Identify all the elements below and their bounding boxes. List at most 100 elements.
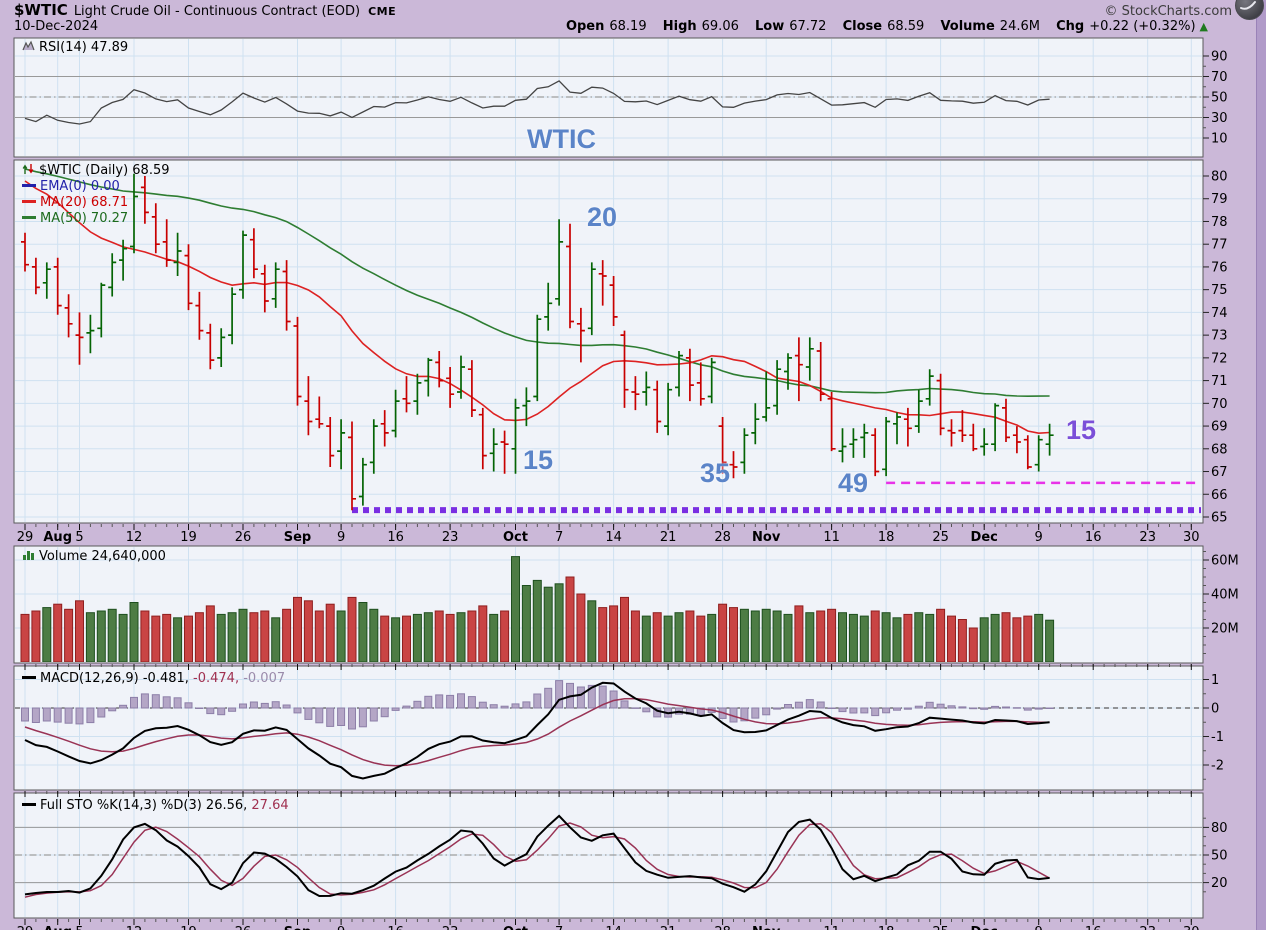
- macd-line-swatch: [22, 676, 36, 679]
- svg-text:20: 20: [1211, 876, 1228, 891]
- svg-text:9: 9: [337, 530, 345, 545]
- quote-summary: Open 68.19 High 69.06 Low 67.72 Close 68.59 …: [566, 19, 1208, 34]
- macd-series: [21, 680, 1054, 780]
- svg-text:19: 19: [180, 925, 197, 930]
- svg-text:14: 14: [605, 925, 622, 930]
- svg-text:12: 12: [126, 530, 143, 545]
- svg-text:68: 68: [1211, 442, 1228, 457]
- svg-text:16: 16: [1085, 925, 1102, 930]
- macd-legend-label: MACD(12,26,9) -0.481,: [40, 671, 189, 686]
- svg-text:90: 90: [1211, 50, 1228, 65]
- open-label: Open: [565, 19, 605, 34]
- svg-text:75: 75: [1211, 283, 1228, 298]
- svg-text:26: 26: [235, 925, 252, 930]
- svg-text:26: 26: [235, 530, 252, 545]
- svg-text:9: 9: [337, 925, 345, 930]
- svg-text:79: 79: [1211, 192, 1228, 207]
- svg-text:20M: 20M: [1211, 622, 1239, 637]
- svg-text:70: 70: [1211, 70, 1228, 85]
- macd-signal-value: -0.474,: [188, 671, 240, 686]
- svg-text:76: 76: [1211, 260, 1228, 275]
- svg-text:14: 14: [605, 530, 622, 545]
- price-updown-arrows-icon: [22, 164, 34, 174]
- support-lines: [352, 481, 1201, 514]
- ma20-line-swatch: [22, 200, 36, 203]
- svg-text:16: 16: [387, 925, 404, 930]
- price-bars: [21, 173, 1054, 511]
- rsi-legend-label: RSI(14) 47.89: [39, 40, 129, 55]
- volume-legend-label: Volume 24,640,000: [39, 549, 166, 564]
- svg-text:Nov: Nov: [752, 530, 781, 545]
- panel-backgrounds: [14, 38, 1203, 918]
- chart-annotation: 15: [1066, 415, 1097, 445]
- svg-text:5: 5: [75, 530, 83, 545]
- volume-bars: [20, 556, 1055, 662]
- high-label: High: [662, 19, 697, 34]
- svg-text:25: 25: [932, 925, 949, 930]
- axes: 8079787776757473727170696867666590705030…: [17, 50, 1239, 930]
- svg-text:30: 30: [1183, 530, 1200, 545]
- svg-text:11: 11: [823, 530, 840, 545]
- svg-text:Dec: Dec: [971, 925, 998, 930]
- svg-text:Nov: Nov: [752, 925, 781, 930]
- sto-line-swatch: [22, 803, 36, 806]
- svg-text:1: 1: [1211, 673, 1219, 688]
- macd-signal-line: [24, 697, 1050, 767]
- chart-annotation: WTIC: [527, 124, 596, 154]
- svg-text:78: 78: [1211, 215, 1228, 230]
- exchange-label: CME: [368, 5, 397, 18]
- chg-value: +0.22 (+0.32%): [1089, 19, 1196, 34]
- volume-value: 24.6M: [999, 19, 1040, 34]
- sto-d-value: 27.64: [247, 798, 289, 813]
- svg-text:70: 70: [1211, 397, 1228, 412]
- ma50-line-swatch: [22, 216, 36, 219]
- macd-legend: MACD(12,26,9) -0.481, -0.474, -0.007: [22, 671, 285, 687]
- close-value: 68.59: [887, 19, 925, 34]
- chg-up-arrow-icon: ▲: [1199, 20, 1208, 33]
- svg-text:73: 73: [1211, 329, 1228, 344]
- macd-hist-value: -0.007: [239, 671, 286, 686]
- svg-text:Oct: Oct: [503, 925, 528, 930]
- open-value: 68.19: [609, 19, 647, 34]
- svg-text:21: 21: [660, 530, 677, 545]
- ema-legend-row: EMA(0) 0.00: [22, 179, 170, 195]
- svg-text:67: 67: [1211, 465, 1228, 480]
- svg-text:71: 71: [1211, 374, 1228, 389]
- svg-text:-2: -2: [1211, 759, 1224, 774]
- high-value: 69.06: [701, 19, 739, 34]
- svg-text:74: 74: [1211, 306, 1228, 321]
- chart-header-row2: 10-Dec-2024 Open 68.19 High 69.06 Low 67.72…: [14, 19, 1208, 34]
- svg-text:5: 5: [75, 925, 83, 930]
- svg-text:Aug: Aug: [43, 925, 72, 930]
- svg-text:65: 65: [1211, 510, 1228, 525]
- price-legend: $WTIC (Daily) 68.59 EMA(0) 0.00 MA(20) 6…: [22, 163, 170, 227]
- price-legend-title: $WTIC (Daily) 68.59: [39, 163, 170, 178]
- svg-text:Dec: Dec: [971, 530, 998, 545]
- sto-d-line: [24, 822, 1050, 898]
- ema-legend-label: EMA(0) 0.00: [40, 179, 120, 194]
- rsi-legend: RSI(14) 47.89: [22, 40, 128, 56]
- svg-text:69: 69: [1211, 420, 1228, 435]
- svg-text:40M: 40M: [1211, 588, 1239, 603]
- ema-line-swatch: [22, 184, 36, 187]
- macd-line: [24, 681, 1050, 780]
- stockcharts-credit-link[interactable]: © StockCharts.com: [1104, 4, 1232, 19]
- svg-text:7: 7: [555, 530, 563, 545]
- svg-text:72: 72: [1211, 351, 1228, 366]
- symbol: $WTIC: [14, 1, 68, 19]
- svg-text:0: 0: [1211, 702, 1219, 717]
- svg-text:80: 80: [1211, 821, 1228, 836]
- chart-annotation: 20: [587, 202, 618, 232]
- svg-text:19: 19: [180, 530, 197, 545]
- svg-text:66: 66: [1211, 488, 1228, 503]
- low-value: 67.72: [789, 19, 827, 34]
- svg-text:23: 23: [1139, 925, 1156, 930]
- svg-text:7: 7: [555, 925, 563, 930]
- right-scroll-stripe[interactable]: [1256, 0, 1266, 930]
- volume-label: Volume: [940, 19, 995, 34]
- chart-annotation: 15: [523, 445, 554, 475]
- svg-text:16: 16: [1085, 530, 1102, 545]
- stochastic-series: [24, 814, 1050, 898]
